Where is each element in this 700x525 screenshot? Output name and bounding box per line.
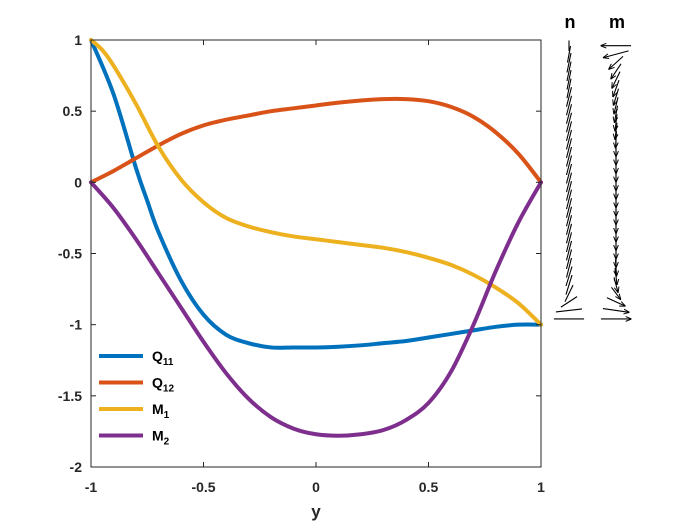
vector-arrow xyxy=(614,97,619,114)
vector-arrow xyxy=(565,112,573,133)
vector-arrow xyxy=(602,308,629,313)
y-tick-label: -2 xyxy=(70,459,83,475)
vector-arrow xyxy=(565,138,573,159)
vector-arrow xyxy=(566,45,572,63)
vector-arrow xyxy=(565,206,573,227)
vector-arrow xyxy=(565,146,573,167)
vector-arrow xyxy=(566,69,572,90)
axis-ticks xyxy=(90,39,542,468)
series-line-q12 xyxy=(89,96,543,185)
vector-arrow xyxy=(565,121,573,141)
tick-labels: -1 -0.5 0 0.5 1 1 0.5 0 -0.5 -1 -1.5 -2 xyxy=(58,32,545,495)
vector-arrow xyxy=(565,198,573,218)
vector-arrow xyxy=(614,105,617,123)
vector-arrow xyxy=(616,259,617,276)
panel-m: m xyxy=(601,12,631,319)
y-tick-label: 0 xyxy=(74,174,82,190)
legend-item-q12: Q12 xyxy=(99,375,174,395)
legend-label: M2 xyxy=(152,428,170,448)
vector-arrow xyxy=(565,274,573,295)
vector-arrow xyxy=(603,50,629,58)
vector-arrow xyxy=(613,277,618,292)
vector-arrow xyxy=(565,155,573,176)
y-tick-label: -1.5 xyxy=(58,388,82,404)
vector-arrow xyxy=(565,266,573,287)
legend-item-m1: M1 xyxy=(99,401,170,421)
vector-arrow xyxy=(560,296,578,308)
vector-arrow xyxy=(565,104,573,124)
y-tick-label: -0.5 xyxy=(58,246,82,262)
vector-arrow xyxy=(565,249,573,270)
series-line-q11 xyxy=(89,38,543,350)
vector-arrow xyxy=(611,287,620,299)
x-tick-label: 0.5 xyxy=(419,479,439,495)
vector-arrow xyxy=(566,52,572,73)
panel-title: n xyxy=(565,12,576,32)
x-tick-label: 0 xyxy=(312,479,320,495)
legend-item-q11: Q11 xyxy=(99,348,174,368)
y-tick-label: 1 xyxy=(74,32,82,48)
vector-arrow xyxy=(566,78,572,99)
vector-arrow xyxy=(565,257,573,278)
series-line-m2 xyxy=(89,180,543,438)
panel-title: m xyxy=(609,12,625,32)
legend-label: Q12 xyxy=(152,375,174,395)
legend-label: M1 xyxy=(152,401,170,421)
vector-arrow xyxy=(565,163,573,184)
vector-arrow xyxy=(615,122,617,140)
x-tick-label: -1 xyxy=(85,479,98,495)
vector-arrow xyxy=(565,129,573,150)
vector-arrow xyxy=(566,61,572,82)
plot-lines xyxy=(89,38,543,438)
vector-arrow xyxy=(555,308,583,313)
x-tick-label: -0.5 xyxy=(191,479,215,495)
vector-arrow xyxy=(564,284,574,302)
vector-arrow xyxy=(615,267,617,285)
x-tick-label: 1 xyxy=(537,479,545,495)
vector-arrow xyxy=(615,114,617,131)
vector-arrow xyxy=(613,79,620,97)
legend-label: Q11 xyxy=(152,348,174,368)
x-axis-label: y xyxy=(311,502,321,521)
vector-arrow xyxy=(612,71,621,89)
y-tick-label: 0.5 xyxy=(63,103,83,119)
vector-arrow xyxy=(611,63,622,79)
panel-n: n xyxy=(553,12,585,320)
vector-arrow xyxy=(565,189,573,210)
legend-item-m2: M2 xyxy=(99,428,170,448)
series-line-m1 xyxy=(89,38,543,327)
vector-arrow xyxy=(565,180,573,201)
vector-arrow xyxy=(565,87,573,107)
y-tick-label: -1 xyxy=(70,317,83,333)
vector-arrow xyxy=(606,297,625,306)
legend: Q11 Q12 M1 M2 xyxy=(99,348,174,448)
vector-arrow xyxy=(613,88,620,106)
vector-arrow xyxy=(609,55,624,69)
vector-arrow xyxy=(565,215,573,235)
vector-arrow xyxy=(565,95,573,116)
vector-arrow xyxy=(565,172,573,193)
vector-arrow xyxy=(565,240,573,261)
vector-arrow xyxy=(565,223,573,244)
vector-arrow xyxy=(565,232,573,252)
